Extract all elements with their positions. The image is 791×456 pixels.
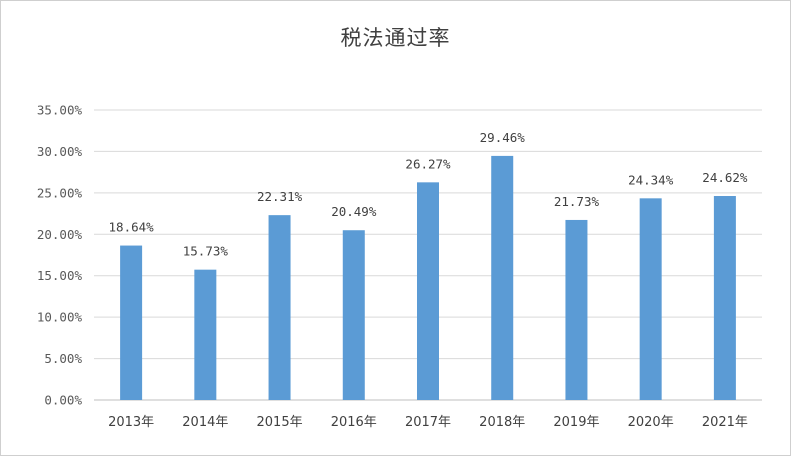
data-label: 18.64% (109, 220, 155, 235)
data-label: 24.62% (702, 170, 748, 185)
bar (417, 182, 439, 400)
bar (194, 269, 217, 400)
data-label: 20.49% (331, 204, 377, 219)
x-tick-label: 2014年 (182, 415, 228, 430)
chart-title: 税法通过率 (340, 26, 451, 50)
bar (639, 198, 662, 400)
x-axis-ticks: 2013年 2014年 2015年 2016年 2017年 2018年 2019年 2020年… (108, 415, 748, 430)
bars (120, 155, 736, 400)
y-tick-label: 5.00% (44, 351, 82, 366)
bar (342, 230, 365, 400)
x-tick-label: 2015年 (257, 415, 303, 430)
y-axis-ticks: 0.00% 5.00% 10.00% 15.00% 20.00% 25.00% 30.00%… (37, 103, 83, 408)
y-tick-label: 10.00% (37, 310, 83, 325)
y-tick-label: 30.00% (37, 144, 83, 159)
data-labels: 18.64% 15.73% 22.31% 20.49% 26.27% 29.46% 21.7… (109, 130, 748, 259)
y-tick-label: 25.00% (37, 185, 83, 200)
data-label: 26.27% (405, 156, 451, 171)
x-tick-label: 2019年 (553, 415, 599, 430)
x-tick-label: 2016年 (331, 415, 377, 430)
y-tick-label: 0.00% (44, 393, 82, 408)
data-label: 29.46% (480, 130, 526, 145)
data-label: 15.73% (183, 244, 229, 259)
bar (268, 215, 291, 400)
bar (713, 196, 736, 400)
x-tick-label: 2021年 (702, 415, 748, 430)
x-tick-label: 2013年 (108, 415, 154, 430)
x-tick-label: 2018年 (479, 415, 525, 430)
data-label: 21.73% (554, 194, 600, 209)
bar (565, 219, 588, 400)
y-tick-label: 35.00% (37, 103, 83, 118)
y-tick-label: 20.00% (37, 227, 83, 242)
data-label: 24.34% (628, 172, 674, 187)
data-label: 22.31% (257, 189, 303, 204)
x-tick-label: 2020年 (628, 415, 674, 430)
bar (120, 245, 143, 400)
bar (491, 155, 514, 400)
x-tick-label: 2017年 (405, 415, 451, 430)
y-tick-label: 15.00% (37, 268, 83, 283)
